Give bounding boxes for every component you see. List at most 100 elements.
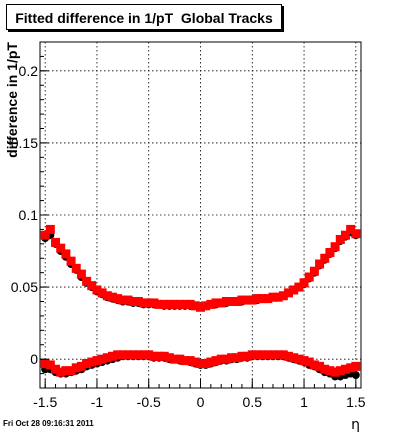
data-point [128, 297, 138, 306]
data-point [180, 299, 190, 309]
data-point [216, 298, 226, 308]
data-point [175, 354, 185, 364]
chart-title: Fitted difference in 1/pT Global Tracks [15, 10, 273, 26]
data-point [51, 237, 61, 247]
data-point [346, 363, 356, 373]
data-point [325, 366, 335, 376]
data-point [92, 356, 102, 366]
data-point [144, 350, 154, 360]
data-point [154, 351, 164, 361]
data-point [284, 351, 294, 361]
data-point [258, 350, 268, 360]
data-point [61, 249, 71, 259]
data-point [304, 272, 314, 282]
data-point [335, 366, 345, 376]
y-tick-label: 0.1 [19, 207, 39, 223]
data-point [102, 353, 112, 363]
data-point [102, 291, 112, 301]
data-point [113, 350, 123, 360]
data-point [97, 288, 107, 298]
data-point [294, 282, 304, 292]
data-point [139, 298, 149, 308]
data-point [164, 299, 174, 309]
data-point [278, 350, 288, 360]
data-point [56, 367, 66, 377]
data-point [164, 353, 174, 363]
data-point [196, 302, 205, 312]
data-point [66, 256, 76, 266]
data-point [268, 292, 278, 302]
data-point [237, 351, 247, 361]
data-point [123, 350, 133, 360]
data-point [304, 357, 314, 367]
series-4 [40, 350, 361, 377]
data-point [76, 269, 86, 279]
data-point [263, 294, 273, 304]
data-point [185, 356, 195, 366]
data-point [351, 371, 360, 380]
data-point [273, 292, 283, 302]
data-point [190, 301, 200, 311]
data-point [299, 356, 309, 366]
data-point [289, 353, 299, 363]
data-point [216, 354, 226, 364]
data-point [87, 281, 97, 291]
data-point [196, 358, 205, 368]
data-point [320, 253, 330, 263]
data-point [252, 350, 262, 360]
data-point [51, 364, 61, 374]
data-point [237, 295, 247, 305]
data-point [278, 291, 288, 301]
data-point [133, 297, 143, 306]
data-point [123, 295, 133, 305]
data-point [92, 285, 102, 295]
data-point [154, 299, 164, 309]
data-point [247, 350, 257, 360]
data-point [56, 243, 66, 253]
data-point [232, 353, 242, 363]
data-point [315, 259, 325, 269]
data-point [340, 230, 350, 240]
data-point [170, 299, 180, 309]
data-point [206, 357, 216, 367]
data-point [82, 358, 92, 368]
data-point [118, 350, 128, 360]
data-point [284, 288, 294, 298]
y-tick-label: 0.15 [11, 135, 38, 151]
data-point [340, 364, 350, 374]
data-point [232, 297, 242, 306]
data-point [76, 361, 86, 371]
x-tick-label: -0.5 [137, 394, 161, 410]
data-point [107, 351, 117, 361]
data-point [309, 266, 319, 276]
data-point [133, 350, 143, 360]
data-point [227, 353, 237, 363]
y-tick-label: 0.2 [19, 63, 39, 79]
data-point [273, 350, 283, 360]
data-point [170, 354, 180, 364]
data-point [320, 364, 330, 374]
data-point [128, 350, 138, 360]
data-point [190, 357, 200, 367]
data-point [175, 299, 185, 309]
data-point [206, 299, 216, 309]
data-point [221, 297, 231, 306]
x-tick-label: -1 [91, 394, 104, 410]
data-point [309, 360, 319, 370]
data-point [242, 295, 252, 305]
data-point [45, 360, 55, 370]
data-point [97, 354, 107, 364]
data-series [40, 224, 361, 381]
data-point [185, 299, 195, 309]
data-point [40, 230, 50, 240]
data-point [45, 224, 55, 234]
data-point [159, 299, 169, 309]
x-tick-label: 1 [300, 394, 308, 410]
data-point [144, 298, 154, 308]
data-point [294, 354, 304, 364]
x-axis-label: η [351, 417, 360, 433]
data-point [351, 361, 361, 371]
axis-labels: -1.5 -1 -0.5 0 0.5 1 1.5 0 0.05 0.1 0.15 0.2 [11, 63, 366, 410]
data-point [180, 356, 190, 366]
